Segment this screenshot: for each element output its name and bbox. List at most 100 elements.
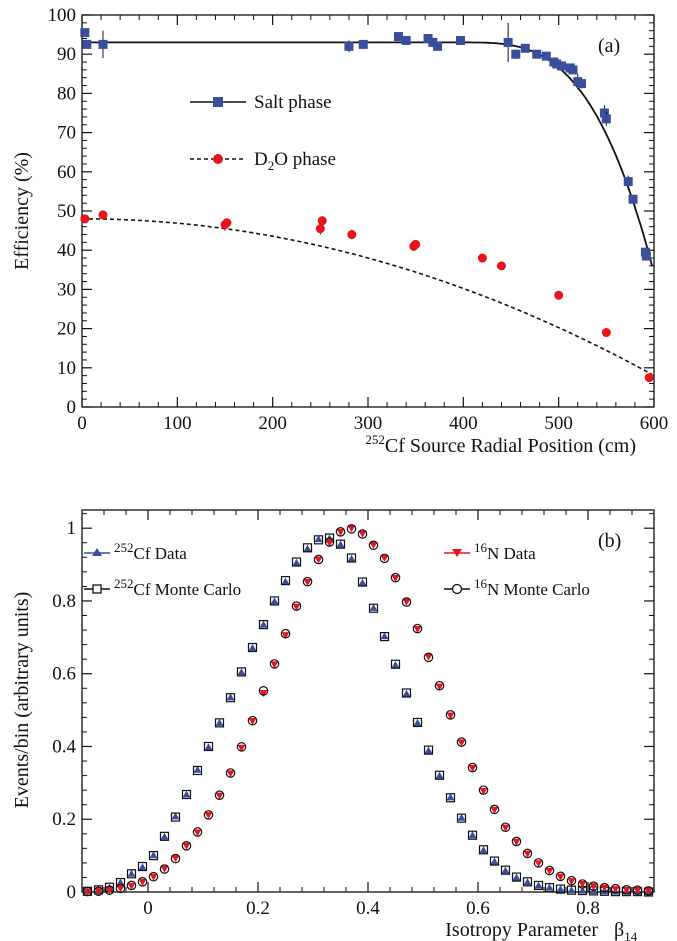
x-tick-label: 500	[544, 413, 573, 434]
n-mc-point	[126, 880, 137, 891]
y-tick-label: 40	[57, 240, 76, 261]
n-data-point	[622, 886, 631, 894]
n-mc-point	[467, 762, 478, 773]
n-mc-point	[104, 885, 115, 895]
square-marker	[428, 37, 438, 47]
n-data-point	[105, 887, 114, 895]
n-mc-point	[621, 885, 632, 895]
square-marker	[557, 61, 567, 71]
salt-data-point	[511, 49, 521, 59]
n-mc-point	[599, 882, 610, 893]
n-data-point	[215, 792, 224, 800]
circle-marker	[601, 328, 611, 338]
circle-marker	[80, 214, 90, 224]
x-tick-label: 0.4	[356, 898, 380, 919]
cf-data-point	[435, 771, 444, 779]
cf-data-point	[116, 878, 125, 886]
panel-a-points	[80, 22, 654, 383]
n-mc-point	[247, 715, 258, 726]
square-marker	[98, 39, 108, 49]
cf-data-point	[347, 554, 356, 562]
n-data-point	[600, 884, 609, 892]
cf-data-point	[303, 544, 312, 552]
x-tick-label: 0.6	[466, 898, 490, 919]
n-mc-point	[379, 553, 390, 564]
cf-mc-point	[236, 667, 247, 677]
salt-data-point	[358, 39, 368, 49]
n-data-point	[534, 860, 543, 868]
salt-data-point	[80, 28, 90, 38]
cf-mc-point	[126, 869, 137, 879]
n-data-point	[314, 556, 323, 564]
x-tick-label: 300	[354, 413, 383, 434]
d2o-data-point	[477, 253, 487, 263]
square-marker	[344, 41, 354, 51]
cf-data-point	[138, 863, 147, 871]
cf-data-point	[424, 746, 433, 754]
n-mc-point	[159, 864, 170, 874]
panel-b-ticks: 0 0.2 0.4 0.6 0.8 0 0.2 0.4 0.6 0.8 1	[52, 510, 655, 919]
legend-n-mc-label: 16N Monte Carlo	[474, 576, 590, 599]
n-data-point	[523, 850, 532, 858]
panel-a-ticks: 0 100 200 300 400 500 600 0 10 20 30 40 50 60 70 80 90 10…	[48, 5, 669, 434]
x-tick-label: 0.8	[576, 898, 600, 919]
cf-mc-point	[379, 632, 390, 642]
cf-mc-point	[214, 718, 225, 728]
panel-b-legend-left: 252Cf Data 252Cf Monte Carlo	[84, 540, 241, 599]
square-marker	[532, 49, 542, 59]
n-mc-point	[588, 881, 599, 891]
d2o-data-point	[347, 229, 357, 240]
x-tick-label: 0	[77, 413, 87, 434]
cf-mc-point	[247, 642, 258, 653]
cf-mc-point	[137, 861, 148, 872]
n-data-point	[193, 829, 202, 837]
y-tick-label: 0.6	[52, 664, 76, 685]
n-data-point	[424, 653, 433, 661]
salt-data-point	[557, 61, 567, 71]
y-tick-label: 50	[57, 201, 76, 222]
cf-mc-point	[544, 883, 555, 893]
y-tick-label: 0.2	[52, 809, 76, 830]
n-data-point	[83, 889, 92, 896]
n-data-point	[457, 739, 466, 747]
cf-data-point	[369, 603, 378, 611]
y-tick-label: 0.4	[52, 736, 76, 757]
panel-a-tag: (a)	[598, 35, 620, 57]
square-marker	[520, 43, 530, 53]
salt-data-point	[532, 49, 542, 59]
cf-data-point	[171, 812, 180, 820]
x-tick-label: 200	[258, 413, 287, 434]
d2o-data-point	[644, 373, 654, 383]
n-data-point	[336, 528, 345, 536]
n-data-point	[358, 530, 367, 538]
circle-marker	[411, 239, 421, 249]
cf-data-point	[567, 886, 576, 894]
cf-data-point	[578, 886, 587, 894]
cf-data-point	[226, 693, 235, 701]
cf-mc-point	[434, 770, 445, 780]
cf-mc-point	[225, 693, 236, 703]
n-mc-point	[643, 886, 654, 896]
circle-marker	[98, 210, 108, 220]
legend-d2o-marker	[213, 154, 223, 164]
n-data-point	[182, 842, 191, 850]
square-marker	[433, 41, 443, 51]
y-tick-label: 1	[67, 518, 77, 539]
circle-marker	[644, 373, 654, 383]
x-tick-label: 100	[163, 413, 192, 434]
cf-mc-point	[291, 557, 302, 567]
cf-data-point	[479, 846, 488, 854]
n-mc-point	[236, 742, 247, 752]
salt-data-point	[433, 41, 443, 51]
panel-b: 0 0.2 0.4 0.6 0.8 0 0.2 0.4 0.6 0.8 1 (b) 252Cf Da…	[11, 509, 655, 941]
n-mc-point	[137, 877, 148, 887]
square-marker	[623, 177, 633, 187]
cf-mc-point	[335, 539, 346, 549]
square-marker	[577, 79, 587, 89]
salt-data-point	[428, 37, 438, 48]
cf-mc-point	[357, 577, 368, 587]
n-mc-point	[544, 865, 555, 876]
cf-data-point	[457, 813, 466, 821]
panel-a: 0 100 200 300 400 500 600 0 10 20 30 40 50 60 70 80 90 10…	[11, 5, 668, 457]
n-mc-point	[500, 822, 511, 833]
